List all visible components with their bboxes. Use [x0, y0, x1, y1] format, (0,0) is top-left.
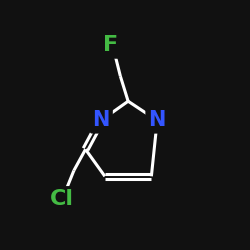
Text: F: F — [103, 36, 118, 56]
Text: N: N — [148, 110, 166, 130]
Text: N: N — [92, 110, 110, 130]
Text: Cl: Cl — [50, 190, 74, 210]
